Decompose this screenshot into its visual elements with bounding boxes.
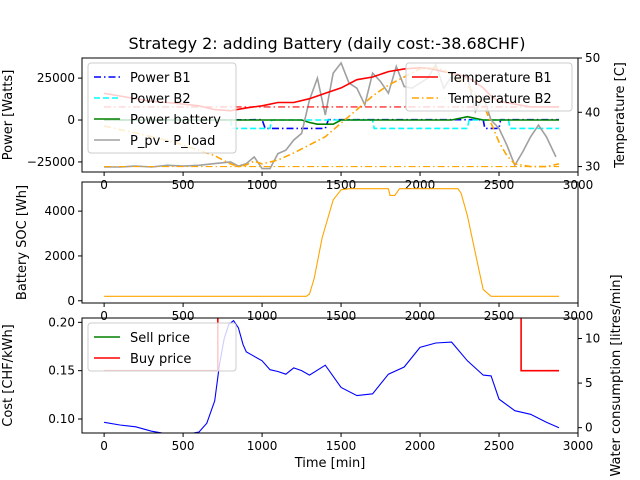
legend-label: P_pv - P_load [130,134,215,149]
x-tick-label: 2500 [484,178,515,192]
y-axis-label: Cost [CHF/kWh] [1,324,16,427]
x-tick-label: 2500 [484,309,515,323]
y2-axis-label: Water consumption [litres/min] [609,274,624,476]
series-line-1-0 [104,188,559,297]
x-tick-label: 500 [172,309,195,323]
x-tick-label: 2000 [405,178,436,192]
y2-tick-label: 10 [585,332,600,346]
y2-tick-label: 40 [585,105,600,119]
y-tick-label: 4000 [44,204,75,218]
y-tick-label: 25000 [37,71,75,85]
legend-box [87,322,237,372]
series-line-0-1 [104,119,559,130]
x-tick-label: 3000 [563,309,594,323]
x-tick-label: 1500 [326,309,357,323]
plot-frame-2 [81,317,579,434]
x-tick-label: 0 [100,309,108,323]
x-tick-label: 2500 [484,439,515,453]
plot-frame-1 [81,181,579,304]
legend-label: Sell price [130,331,190,346]
legend-box [405,62,573,112]
legend-label: Temperature B1 [447,71,552,86]
plot-frame-0 [81,57,579,173]
x-axis-label: Time [min] [294,456,366,471]
y-tick-label: 0.20 [48,315,75,329]
legend-label: Power B2 [130,92,191,107]
x-tick-label: 3000 [563,439,594,453]
legend-box [87,62,237,154]
x-tick-label: 0 [100,439,108,453]
x-tick-label: 1500 [326,439,357,453]
legend-label: Power battery [130,113,221,128]
x-tick-label: 1000 [247,439,278,453]
y-axis-label: Battery SOC [Wh] [15,185,30,300]
y2-tick-label: 0 [585,421,593,435]
x-tick-label: 500 [172,439,195,453]
y2-axis-label: Temperature [C] [613,62,628,169]
legend-label: Buy price [130,352,191,367]
y-tick-label: −25000 [27,155,75,169]
series-line-0-3 [104,61,557,170]
legend-label: Power B1 [130,71,191,86]
chart-title: Strategy 2: adding Battery (daily cost:-… [128,34,525,53]
y-tick-label: 0 [67,113,75,127]
y-tick-label: 0.10 [48,412,75,426]
y2-tick-label: 30 [585,160,600,174]
y-axis-label: Power [Watts] [1,70,16,161]
y2-tick-label: 50 [585,51,600,65]
plot-series-group-1 [104,188,559,297]
legend-label: Temperature B2 [447,92,552,107]
y-tick-label: 2000 [44,249,75,263]
series-line-0-2 [104,115,559,125]
y-tick-label: 0 [67,294,75,308]
x-tick-label: 0 [100,178,108,192]
y-tick-label: 0.15 [48,364,75,378]
x-tick-label: 1000 [247,309,278,323]
x-tick-label: 2000 [405,439,436,453]
x-tick-label: 2000 [405,309,436,323]
series-line-2-2 [104,319,560,433]
x-tick-label: 1000 [247,178,278,192]
x-tick-label: 500 [172,178,195,192]
y2-tick-label: 5 [585,376,593,390]
